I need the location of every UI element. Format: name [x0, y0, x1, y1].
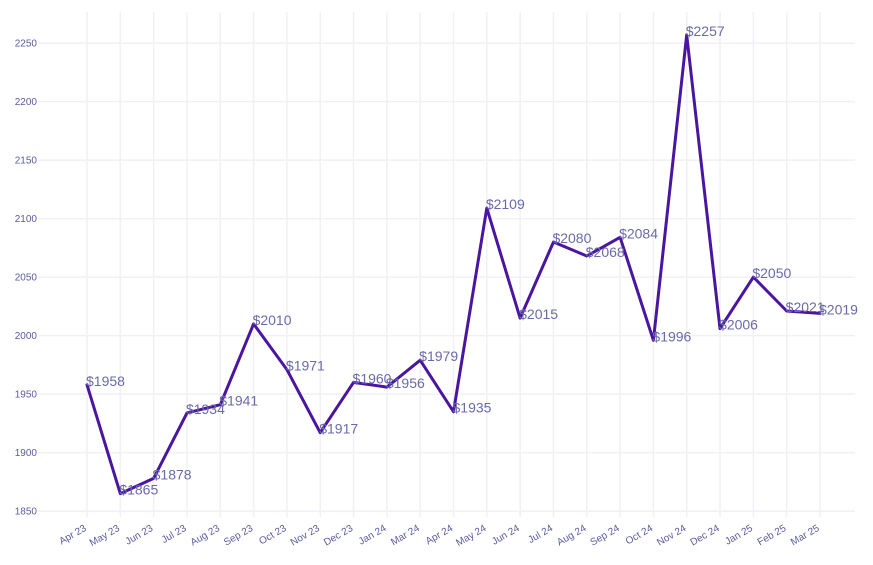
x-tick-label: Mar 25 [789, 523, 822, 548]
grid [38, 12, 855, 517]
x-tick-label: Nov 24 [655, 523, 688, 549]
x-tick-label: Apr 23 [57, 523, 88, 547]
x-tick-label: Nov 23 [289, 523, 322, 549]
y-tick-label: 2150 [15, 156, 38, 167]
data-label: $1917 [319, 421, 358, 437]
y-tick-label: 2100 [15, 214, 38, 225]
data-label: $2019 [819, 301, 858, 317]
y-tick-label: 2050 [15, 273, 38, 284]
x-tick-label: Aug 24 [555, 523, 588, 549]
x-tick-label: Jan 24 [357, 523, 389, 548]
y-tick-label: 2000 [15, 331, 38, 342]
y-tick-label: 1850 [15, 507, 38, 518]
data-label: $1958 [86, 373, 125, 389]
data-label: $2050 [752, 265, 791, 281]
data-label: $2006 [719, 317, 758, 333]
data-label: $1971 [286, 358, 325, 374]
x-tick-label: Jul 24 [526, 523, 555, 546]
x-tick-label: Dec 23 [322, 523, 355, 549]
x-tick-label: Sep 23 [222, 523, 255, 549]
x-tick-label: Mar 24 [389, 523, 422, 548]
x-tick-label: Jun 24 [490, 523, 522, 548]
x-tick-label: Oct 24 [624, 523, 655, 547]
y-tick-label: 1900 [15, 448, 38, 459]
data-label: $2010 [253, 312, 292, 328]
data-label: $2068 [586, 244, 625, 260]
data-labels: $1958 $1865$1878 $1934$1941 $2010 $1971 $1917… [86, 23, 858, 498]
y-tick-label: 2250 [15, 39, 38, 50]
data-label: $1956 [386, 375, 425, 391]
x-tick-label: Jul 23 [160, 523, 189, 546]
x-tick-label: Jun 23 [124, 523, 156, 548]
data-label: $1878 [153, 466, 192, 482]
x-tick-label: Feb 25 [756, 523, 789, 548]
data-label: $2109 [486, 196, 525, 212]
x-tick-label: Aug 23 [189, 523, 222, 549]
x-tick-label: Oct 23 [257, 523, 288, 547]
data-label: $2080 [552, 230, 591, 246]
x-tick-label: Sep 24 [589, 523, 622, 549]
data-label: $1935 [453, 400, 492, 416]
x-axis-ticks: Apr 23 May 23 Jun 23 Jul 23 Aug 23 Sep 23 Oct … [57, 523, 821, 549]
x-tick-label: May 24 [454, 523, 488, 549]
data-label: $1941 [219, 393, 258, 409]
data-label: $1979 [419, 348, 458, 364]
data-label: $2084 [619, 225, 658, 241]
data-label: $2015 [519, 306, 558, 322]
data-label: $1865 [119, 482, 158, 498]
x-tick-label: May 23 [88, 523, 122, 549]
data-label: $1960 [353, 370, 392, 386]
series-line [85, 33, 822, 496]
x-tick-label: Dec 24 [689, 523, 722, 549]
x-tick-label: Apr 24 [424, 523, 455, 547]
data-label: $2021 [786, 299, 825, 315]
data-label: $1996 [652, 328, 691, 344]
y-tick-label: 1950 [15, 390, 38, 401]
data-label: $1934 [186, 401, 225, 417]
y-tick-label: 2200 [15, 97, 38, 108]
y-axis-ticks: 1850 1900 1950 2000 2050 2100 2150 2200 2250 [15, 39, 38, 518]
data-label: $2257 [686, 23, 725, 39]
x-tick-label: Jan 25 [723, 523, 755, 548]
